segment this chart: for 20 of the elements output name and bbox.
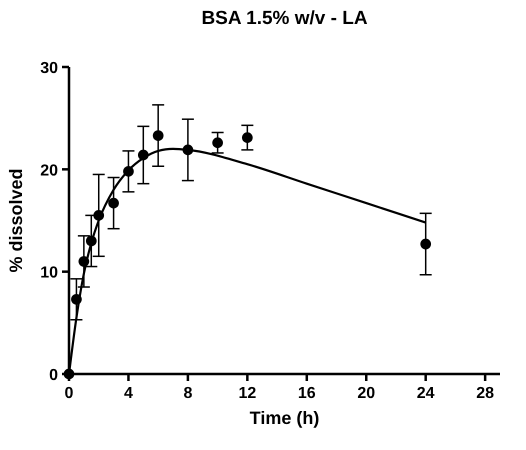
- x-tick-label: 12: [238, 385, 256, 402]
- y-tick-label: 0: [49, 367, 58, 384]
- point: [212, 137, 223, 148]
- x-tick-label: 8: [183, 385, 192, 402]
- point: [242, 132, 253, 143]
- y-tick-label: 10: [40, 264, 58, 282]
- x-tick-label: 28: [476, 385, 494, 402]
- y-axis-title: % dissolved: [6, 168, 26, 273]
- chart-title: BSA 1.5% w/v - LA: [201, 8, 368, 29]
- point: [108, 198, 119, 208]
- point: [152, 130, 164, 141]
- y-tick-label: 20: [40, 162, 58, 180]
- x-tick-label: 16: [298, 385, 316, 402]
- x-axis-title: Time (h): [250, 408, 320, 428]
- y-tick-label: 30: [40, 60, 58, 77]
- x-tick-label: 0: [64, 385, 74, 402]
- x-tick-label: 24: [416, 385, 435, 402]
- x-tick-label: 4: [124, 385, 133, 402]
- x-tick-label: 20: [357, 385, 376, 402]
- point: [420, 238, 432, 250]
